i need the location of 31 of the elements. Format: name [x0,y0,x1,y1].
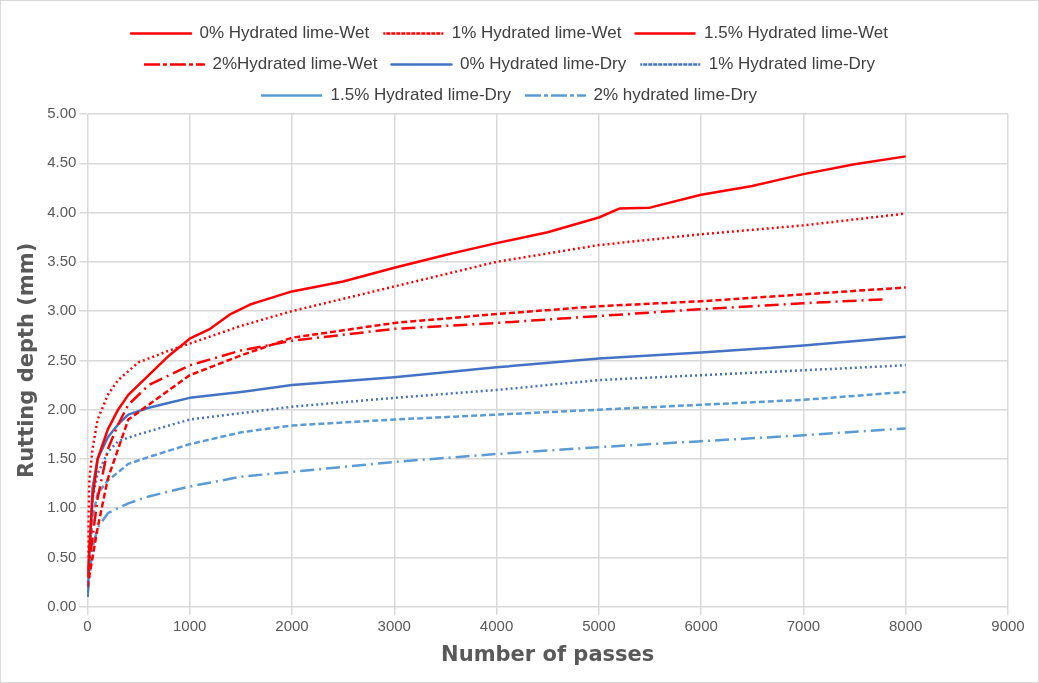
y-tick-label: 1.50 [47,449,77,467]
x-tick-label: 0 [83,616,92,634]
y-tick-label: 3.50 [47,251,77,269]
legend-label: 0% Hydrated lime-Wet [199,23,370,43]
legend-label: 1% Hydrated lime-Dry [708,54,876,74]
legend-label: 1% Hydrated lime-Wet [451,23,622,43]
x-axis-title: Number of passes [441,641,655,666]
y-tick-label: 1.00 [47,498,77,516]
x-tick-label: 3000 [377,616,411,634]
y-tick-label: 2.00 [47,399,77,417]
legend-label: 2%Hydrated lime-Wet [212,54,378,74]
y-axis-title: Rutting depth (mm) [14,242,39,479]
x-tick-label: 1000 [173,616,207,634]
y-tick-label: 5.00 [47,104,77,122]
y-tick-label: 0.50 [47,547,77,565]
y-tick-label: 3.00 [47,301,77,319]
y-tick-label: 4.00 [47,202,77,220]
y-tick-label: 0.00 [47,596,77,614]
legend-label: 2% hydrated lime-Dry [593,85,758,105]
legend-label: 0% Hydrated lime-Dry [460,54,627,74]
x-tick-label: 9000 [991,616,1025,634]
y-tick-label: 2.50 [47,350,77,368]
x-tick-label: 8000 [889,616,923,634]
x-tick-label: 4000 [479,616,514,634]
y-tick-label: 4.50 [47,153,77,171]
x-tick-label: 7000 [786,616,821,634]
x-tick-label: 6000 [684,616,718,634]
x-tick-label: 2000 [275,616,309,634]
x-tick-label: 5000 [582,616,616,634]
legend-label: 1.5% Hydrated lime-Dry [330,85,512,105]
legend-label: 1.5% Hydrated lime-Wet [704,23,889,43]
